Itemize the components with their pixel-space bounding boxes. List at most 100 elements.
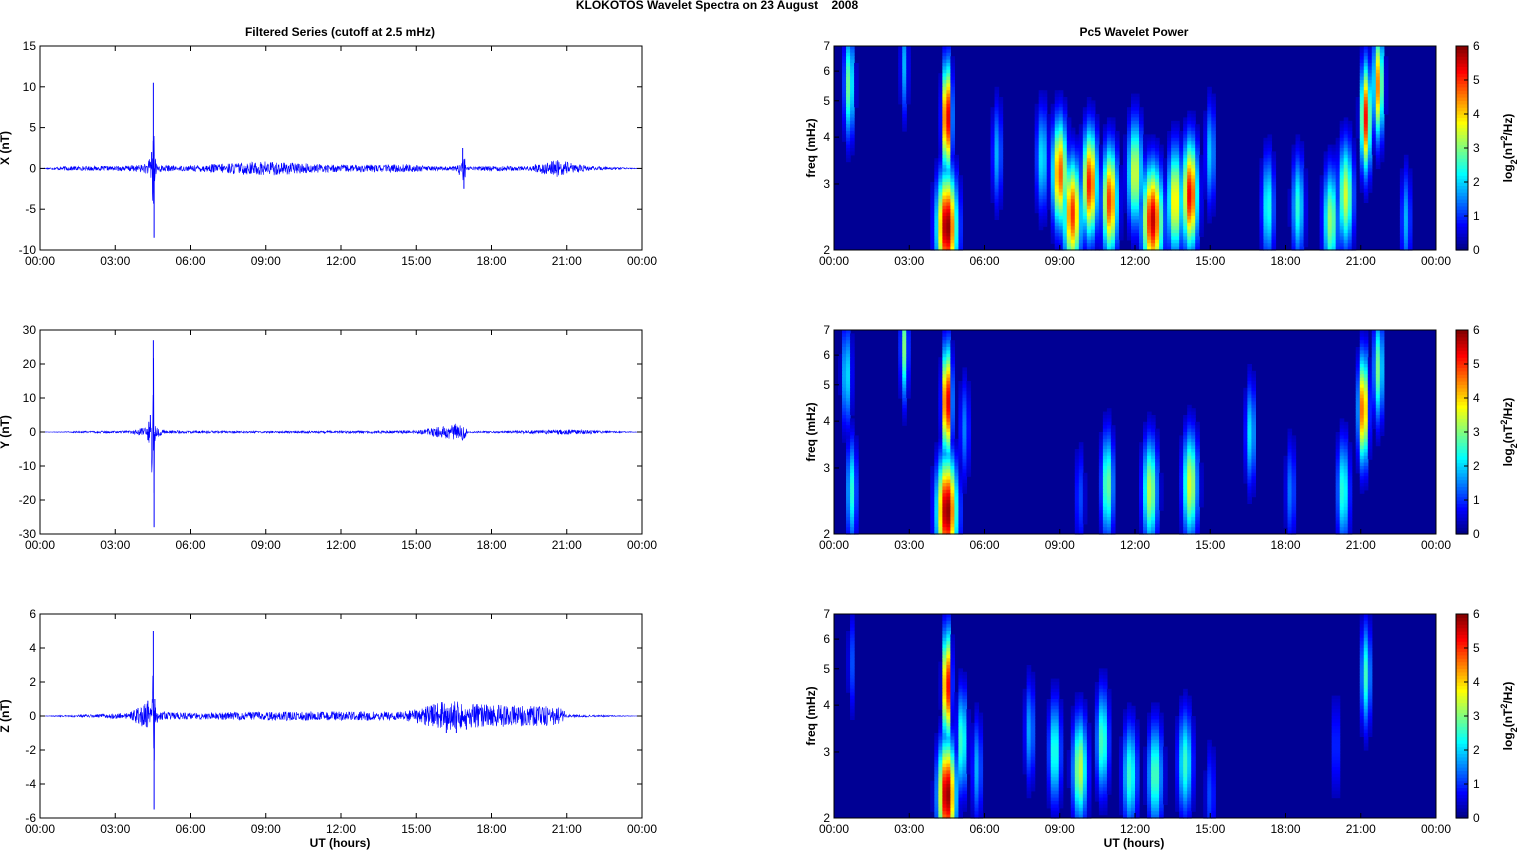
power-cell (838, 357, 843, 362)
power-cell (1078, 182, 1084, 186)
power-cell (1038, 131, 1044, 135)
power-cell (842, 59, 847, 64)
power-cell (1187, 137, 1192, 142)
power-cell (1038, 212, 1044, 217)
power-cell (1046, 171, 1052, 176)
power-cell (1359, 333, 1365, 338)
power-cell (1355, 462, 1361, 467)
power-cell (946, 330, 951, 334)
power-cell (1375, 161, 1381, 166)
power-cell (1187, 408, 1192, 413)
power-cell (1283, 462, 1289, 467)
power-cell (1094, 117, 1100, 122)
power-cell (1139, 120, 1144, 125)
power-cell (1371, 347, 1377, 351)
power-cell (1038, 137, 1044, 142)
power-cell (1295, 158, 1301, 163)
power-cell (1319, 222, 1325, 227)
power-cell (1195, 137, 1200, 142)
power-cell (1267, 199, 1273, 203)
power-cell (850, 141, 855, 146)
power-cell (938, 212, 943, 217)
power-cell (1143, 188, 1148, 193)
power-cell (1199, 503, 1204, 508)
power-cell (1379, 76, 1385, 81)
power-cell (1122, 178, 1128, 183)
power-cell (1263, 239, 1269, 244)
power-cell (1355, 97, 1361, 101)
power-cell (966, 459, 972, 464)
power-cell (1179, 506, 1184, 511)
power-cell (1351, 195, 1357, 200)
power-cell (1271, 243, 1277, 248)
power-cell (1367, 182, 1373, 186)
power-cell (1155, 479, 1160, 484)
power-cell (1367, 110, 1373, 115)
power-cell (942, 445, 947, 450)
power-cell (1062, 117, 1068, 122)
power-cell (1379, 86, 1385, 91)
power-cell (902, 343, 907, 348)
power-cell (1130, 141, 1136, 146)
power-cell (1251, 469, 1256, 474)
power-cell (906, 66, 911, 71)
power-cell (1339, 188, 1345, 193)
power-cell (1054, 97, 1060, 101)
power-cell (1070, 233, 1076, 237)
power-cell (1331, 243, 1337, 248)
power-cell (1191, 476, 1196, 481)
power-cell (1343, 117, 1349, 122)
power-cell (1367, 107, 1373, 112)
power-cell (990, 171, 996, 176)
power-cell (1159, 195, 1164, 200)
power-cell (946, 182, 951, 186)
power-cell (1375, 73, 1381, 78)
power-cell (1179, 503, 1184, 508)
power-cell (1066, 239, 1072, 244)
power-cell (1062, 103, 1068, 108)
power-cell (1263, 158, 1269, 163)
power-cell (938, 381, 943, 385)
power-cell (1042, 216, 1048, 220)
power-cell (1295, 216, 1301, 220)
power-cell (1187, 178, 1192, 183)
power-cell (1159, 506, 1164, 511)
power-cell (1151, 466, 1156, 470)
power-cell (1347, 246, 1353, 251)
power-cell (1171, 158, 1176, 163)
power-cell (842, 357, 847, 362)
power-cell (950, 394, 955, 399)
power-cell (1110, 205, 1116, 210)
colorbar-segment (1456, 205, 1468, 210)
power-cell (1303, 229, 1309, 234)
power-cell (898, 330, 903, 334)
power-cell (1094, 154, 1100, 159)
power-cell (934, 158, 939, 163)
power-cell (998, 192, 1004, 197)
power-cell (1287, 195, 1293, 200)
power-cell (1155, 148, 1160, 152)
power-cell (1155, 449, 1160, 453)
power-cell (1102, 246, 1108, 251)
power-cell (946, 83, 951, 88)
power-cell (1339, 442, 1345, 447)
power-cell (1090, 154, 1096, 159)
power-cell (1347, 124, 1353, 129)
power-cell (1319, 243, 1325, 248)
power-cell (1074, 462, 1080, 467)
power-cell (942, 188, 947, 193)
power-cell (1147, 428, 1152, 433)
power-cell (942, 408, 947, 413)
power-cell (1335, 455, 1341, 460)
power-cell (942, 479, 947, 484)
power-cell (938, 110, 943, 115)
power-cell (1375, 165, 1381, 169)
power-cell (898, 391, 903, 396)
power-cell (998, 185, 1004, 190)
power-cell (1359, 476, 1365, 481)
power-cell (1339, 418, 1345, 423)
power-cell (846, 387, 851, 392)
power-cell (950, 360, 955, 365)
power-cell (942, 219, 947, 224)
power-cell (1102, 425, 1108, 430)
